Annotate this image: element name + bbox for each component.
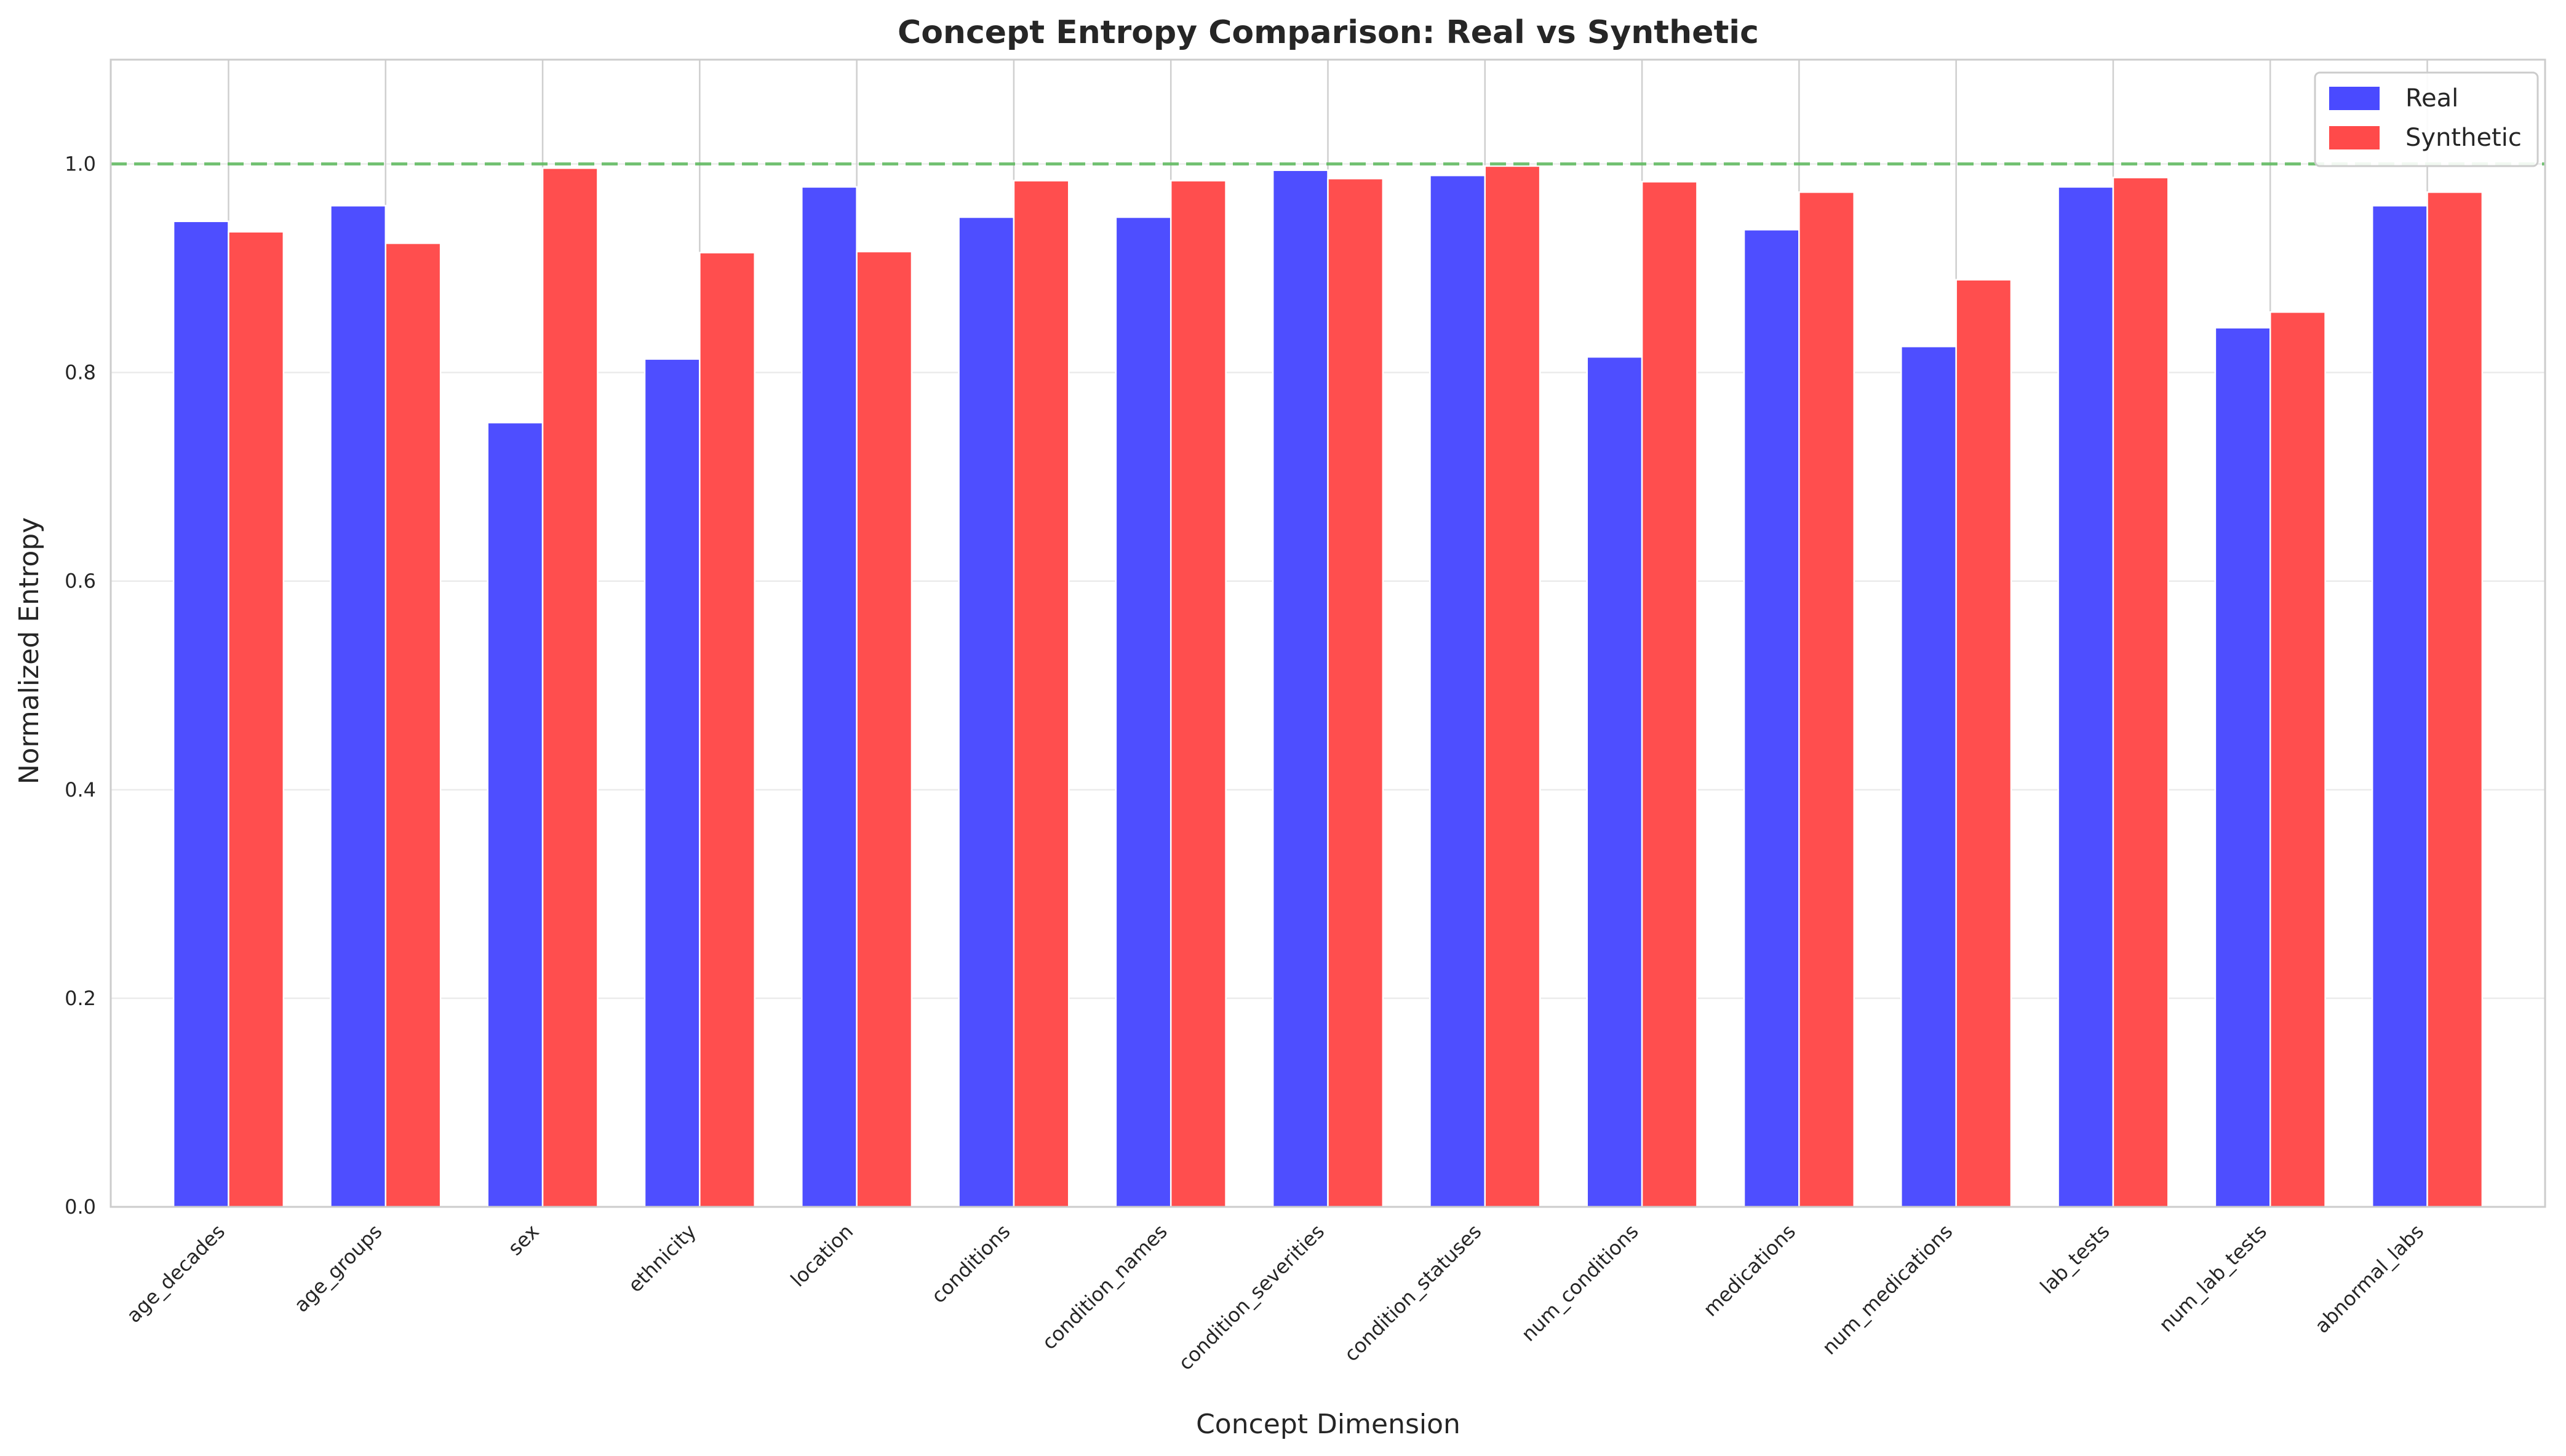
y-tick-label: 0.2: [65, 987, 96, 1010]
bar-real-lab_tests: [2057, 186, 2114, 1208]
bar-real-condition_names: [1115, 216, 1172, 1208]
bar-real-age_decades: [172, 220, 229, 1208]
plot-frame: [110, 58, 2546, 1208]
legend-swatch-synthetic: [2329, 126, 2380, 149]
bar-real-age_groups: [330, 205, 387, 1208]
bar-synthetic-sex: [541, 167, 599, 1208]
bar-synthetic-num_conditions: [1641, 181, 1698, 1208]
bar-real-condition_severities: [1272, 169, 1329, 1208]
legend: Real Synthetic: [2314, 71, 2539, 167]
bar-synthetic-num_medications: [1955, 279, 2012, 1208]
bar-synthetic-age_groups: [385, 242, 442, 1208]
bar-real-condition_statuses: [1429, 174, 1486, 1208]
y-tick-label: 1.0: [65, 153, 96, 176]
bar-synthetic-condition_severities: [1327, 178, 1384, 1208]
legend-label-synthetic: Synthetic: [2405, 124, 2522, 152]
bar-synthetic-location: [856, 250, 913, 1208]
bars-group: [172, 165, 2484, 1208]
y-axis-label: Normalized Entropy: [14, 517, 45, 784]
legend-label-real: Real: [2405, 84, 2458, 113]
y-tick-label: 0.8: [65, 361, 96, 384]
bar-real-conditions: [958, 216, 1015, 1208]
bar-synthetic-num_lab_tests: [2269, 311, 2326, 1208]
bar-synthetic-abnormal_labs: [2426, 191, 2484, 1208]
bar-real-sex: [487, 421, 544, 1208]
bar-real-num_medications: [1900, 346, 1957, 1208]
bar-synthetic-conditions: [1013, 180, 1070, 1208]
bar-real-num_lab_tests: [2214, 327, 2271, 1208]
y-tick-label: 0.6: [65, 570, 96, 593]
bar-synthetic-age_decades: [228, 231, 285, 1208]
bar-real-location: [801, 186, 858, 1208]
y-tick-labels: 0.0 0.2 0.4 0.6 0.8 1.0: [65, 153, 96, 1219]
bar-real-medications: [1743, 229, 1800, 1208]
bar-real-ethnicity: [643, 358, 701, 1208]
x-axis-label: Concept Dimension: [1196, 1409, 1460, 1440]
y-tick-label: 0.0: [65, 1195, 96, 1219]
bar-real-num_conditions: [1586, 356, 1643, 1208]
bar-synthetic-ethnicity: [699, 252, 755, 1208]
bar-synthetic-lab_tests: [2112, 177, 2169, 1208]
chart-title: Concept Entropy Comparison: Real vs Synt…: [898, 14, 1759, 51]
legend-swatch-real: [2329, 87, 2380, 110]
bar-synthetic-medications: [1798, 191, 1855, 1208]
bar-synthetic-condition_names: [1169, 180, 1227, 1208]
bar-real-abnormal_labs: [2371, 205, 2428, 1208]
bar-synthetic-condition_statuses: [1484, 165, 1541, 1208]
y-tick-label: 0.4: [65, 778, 96, 802]
